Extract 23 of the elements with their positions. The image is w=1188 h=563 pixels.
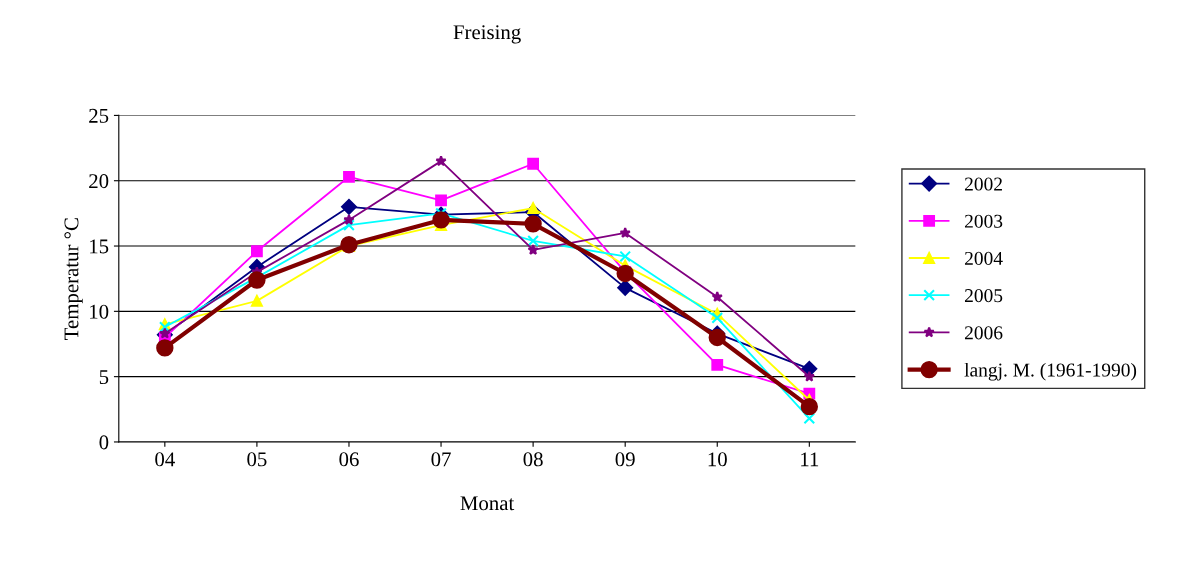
- y-axis-title: Temperatur °C: [64, 218, 83, 340]
- x-tick-label: 11: [801, 452, 819, 467]
- x-tick-label: 07: [431, 452, 451, 467]
- y-tick-label: 0: [99, 435, 109, 450]
- chart-title: Freising: [453, 25, 521, 44]
- legend-label: langj. M. (1961-1990): [964, 362, 1137, 381]
- x-tick-label: 09: [615, 452, 635, 467]
- legend-label: 2002: [964, 177, 1002, 191]
- y-tick-label: 15: [90, 239, 109, 254]
- x-tick-label: 04: [155, 452, 175, 467]
- x-tick-label: 05: [247, 452, 267, 467]
- x-axis-title: Monat: [460, 496, 515, 511]
- x-tick-label: 08: [523, 452, 543, 467]
- legend-label: 2005: [964, 289, 1003, 303]
- y-tick-label: 5: [99, 370, 109, 385]
- y-tick-label: 10: [90, 304, 109, 319]
- y-tick-label: 25: [89, 108, 109, 123]
- x-tick-label: 10: [708, 452, 727, 467]
- legend-label: 2004: [964, 251, 1003, 265]
- legend-label: 2003: [964, 214, 1003, 228]
- legend-label: 2006: [964, 326, 1003, 340]
- x-tick-label: 06: [339, 452, 359, 467]
- y-tick-label: 20: [89, 174, 109, 189]
